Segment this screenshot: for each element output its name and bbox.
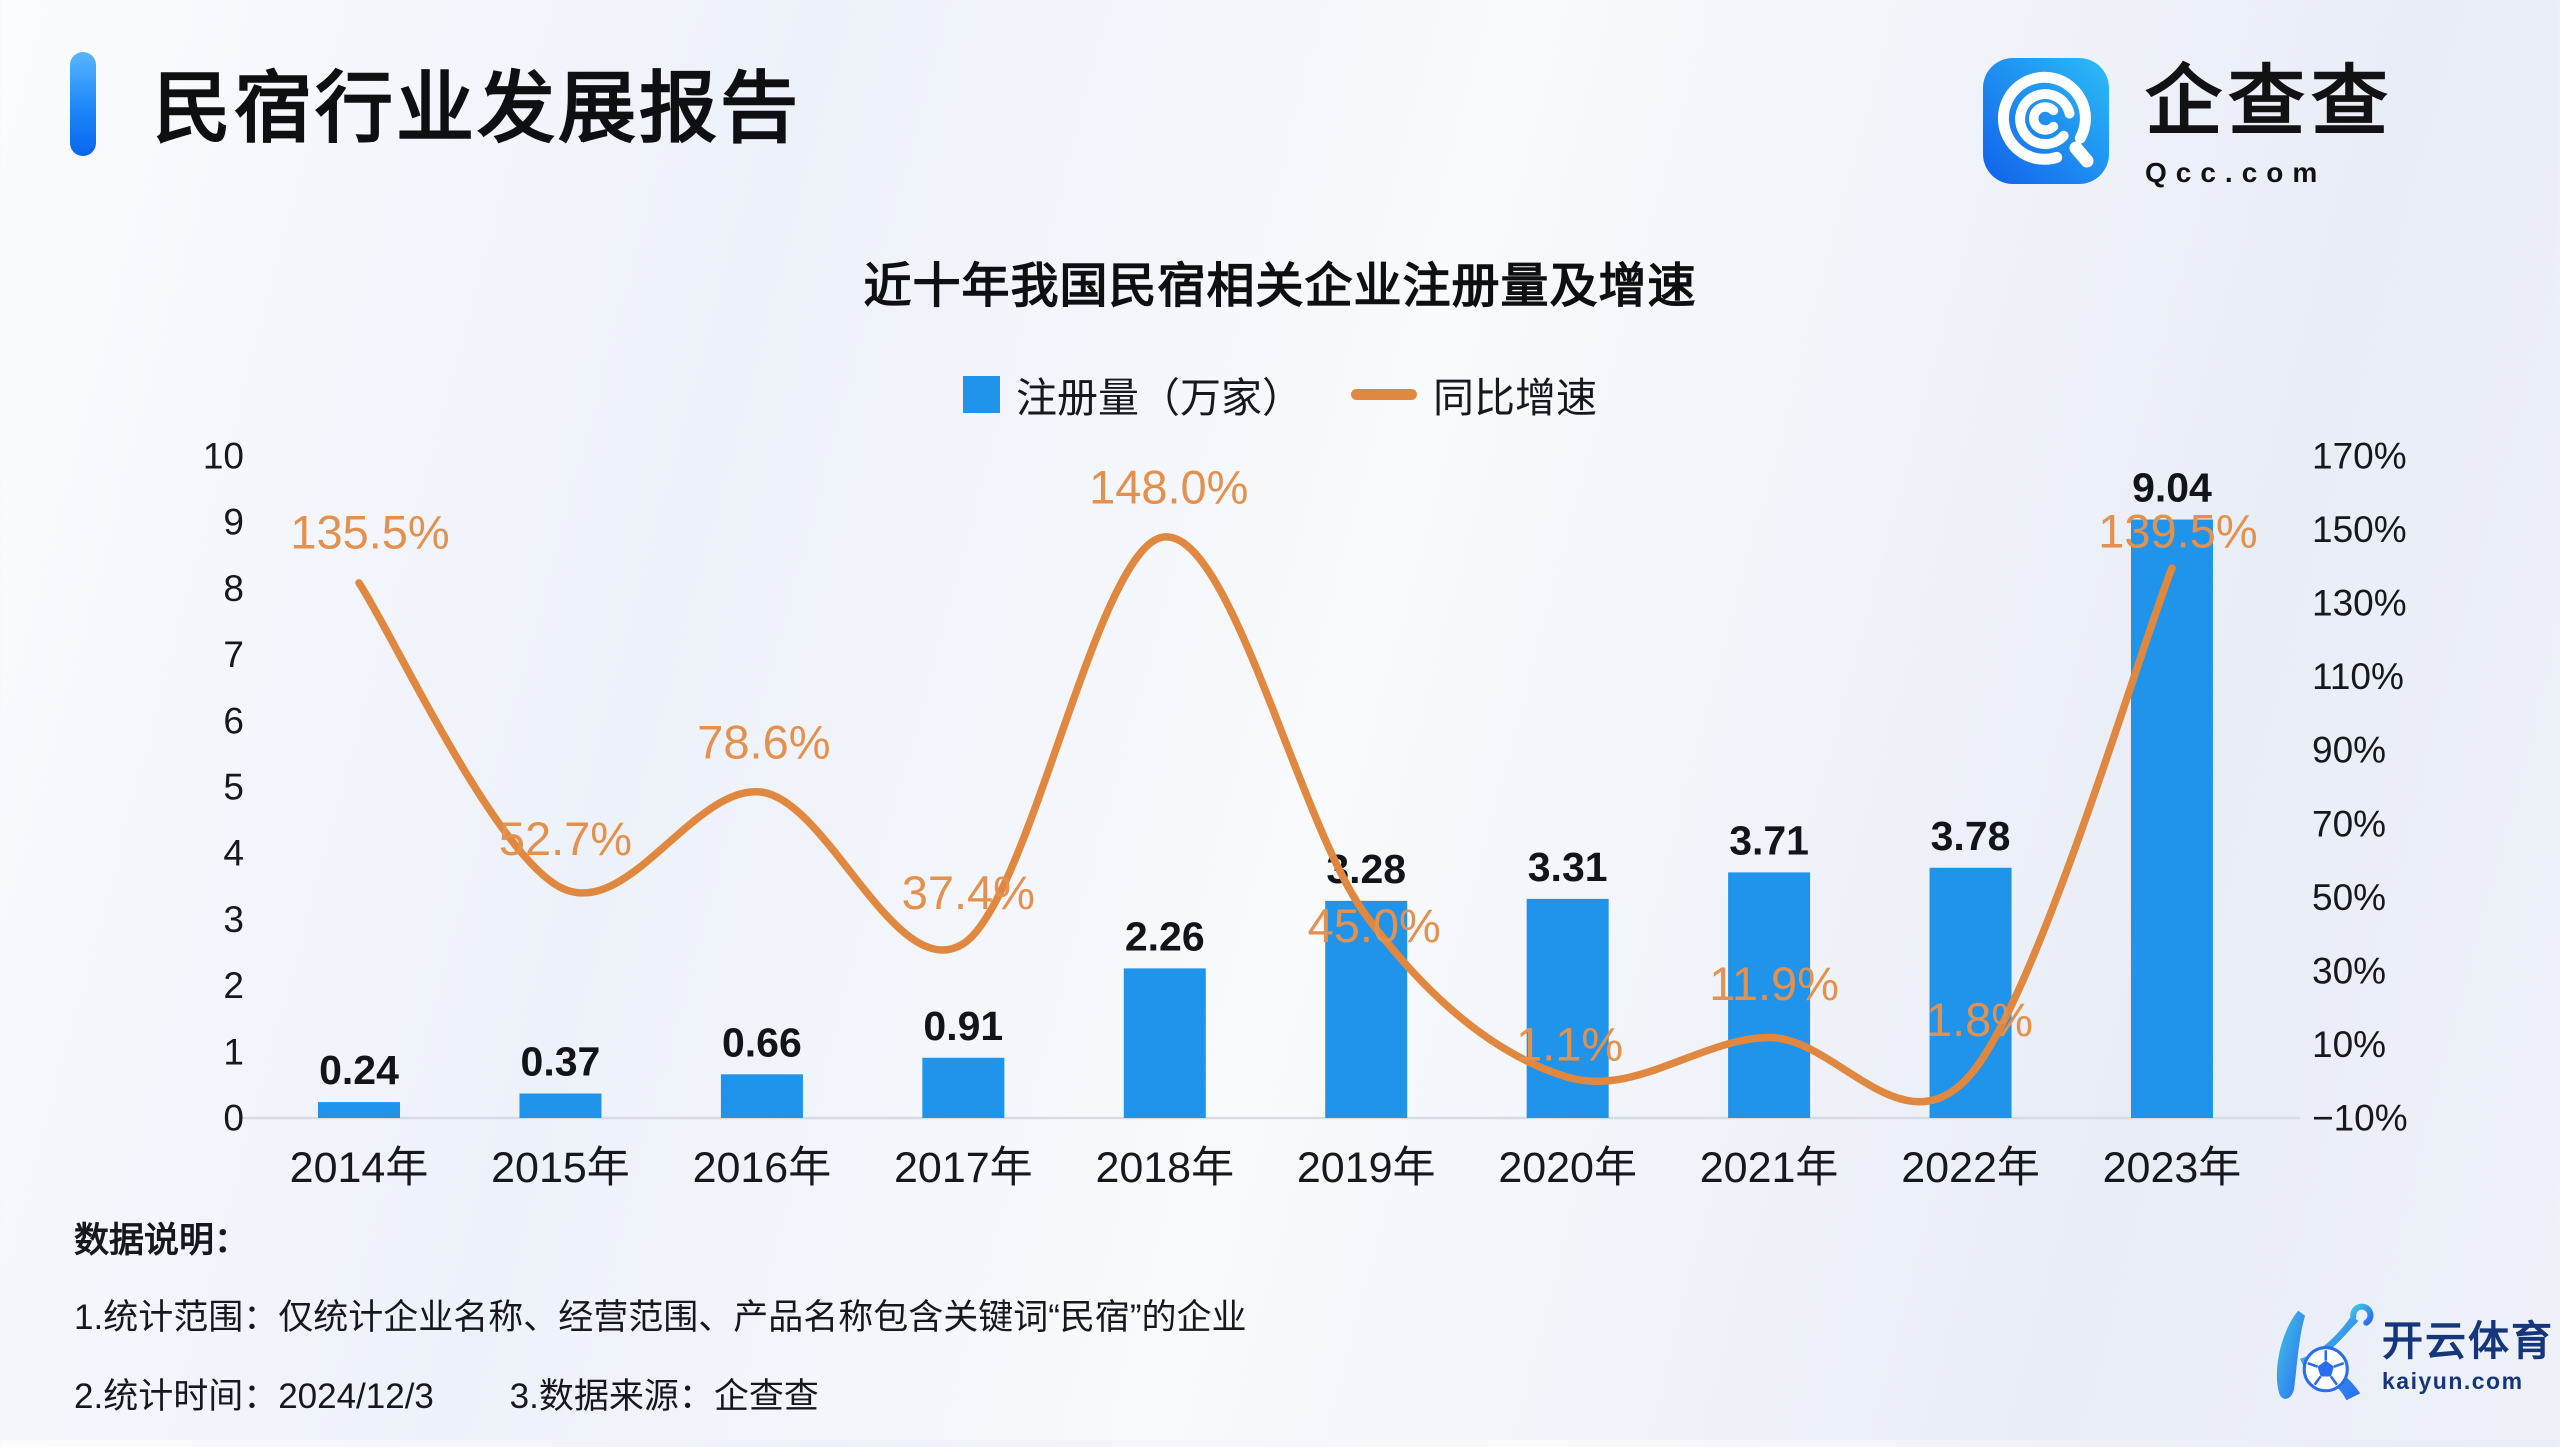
notes-time: 2.统计时间：2024/12/3 — [74, 1377, 434, 1416]
bar — [1123, 968, 1206, 1118]
line-value-label: 52.7% — [499, 812, 632, 865]
bar-value-label: 3.31 — [1528, 844, 1608, 890]
x-axis-label: 2016年 — [693, 1144, 832, 1192]
right-axis-tick: 150% — [2312, 509, 2407, 550]
line-series-swatch — [1351, 388, 1417, 400]
notes-scope: 1.统计范围：仅统计企业名称、经营范围、产品名称包含关键词“民宿”的企业 — [74, 1298, 1247, 1337]
right-axis-tick: 170% — [2312, 436, 2407, 477]
x-axis-label: 2019年 — [1297, 1144, 1436, 1192]
bar — [519, 1093, 602, 1118]
line-value-label: 1.8% — [1926, 993, 2033, 1046]
title-accent-bar — [70, 52, 96, 156]
bar-value-label: 2.26 — [1125, 913, 1205, 959]
right-axis-tick: 10% — [2312, 1024, 2386, 1065]
left-axis-tick: 10 — [203, 436, 244, 477]
bar-value-label: 9.04 — [2132, 465, 2212, 511]
qcc-logo-icon — [1983, 58, 2109, 184]
x-axis-label: 2015年 — [491, 1144, 630, 1192]
left-axis-tick: 6 — [223, 700, 244, 741]
line-series-label: 同比增速 — [1433, 375, 1597, 421]
bar-value-label: 3.78 — [1931, 813, 2011, 859]
line-value-label: 45.0% — [1308, 899, 1441, 952]
bar-value-label: 0.91 — [923, 1003, 1003, 1049]
bar — [720, 1074, 803, 1118]
brand-domain: Qcc.com — [2145, 157, 2327, 188]
x-axis-label: 2017年 — [894, 1144, 1033, 1192]
right-axis-tick: 70% — [2312, 803, 2386, 844]
right-axis-tick: 130% — [2312, 583, 2407, 624]
right-axis-tick: −10% — [2312, 1098, 2408, 1139]
qcc-brand: 企查查 Qcc.com — [1981, 56, 2394, 189]
bar — [1526, 898, 1609, 1118]
notes-source: 3.数据来源：企查查 — [509, 1377, 819, 1416]
line-value-label: 78.6% — [697, 716, 830, 769]
kaiyun-watermark: 开云体育 kaiyun.com — [2262, 1302, 2554, 1414]
line-value-label: 148.0% — [1089, 460, 1248, 513]
bar — [922, 1057, 1005, 1118]
x-axis-label: 2022年 — [1901, 1144, 2040, 1192]
brand-name: 企查查 — [2145, 59, 2394, 145]
x-axis-label: 2018年 — [1095, 1144, 1234, 1192]
right-axis-tick: 90% — [2312, 730, 2386, 771]
x-axis-label: 2021年 — [1700, 1144, 1839, 1192]
chart-title: 近十年我国民宿相关企业注册量及增速 — [863, 260, 1697, 313]
right-axis-tick: 30% — [2312, 950, 2386, 991]
line-value-label: 1.1% — [1516, 1018, 1623, 1071]
left-axis-tick: 0 — [223, 1098, 244, 1139]
left-axis-tick: 2 — [223, 965, 244, 1006]
notes-heading: 数据说明： — [74, 1221, 250, 1260]
right-axis-tick: 110% — [2312, 656, 2404, 697]
left-axis-tick: 4 — [223, 833, 244, 874]
left-axis-tick: 7 — [223, 634, 244, 675]
chart-legend: 注册量（万家） 同比增速 — [0, 364, 2560, 424]
bar-value-label: 0.66 — [722, 1019, 802, 1065]
bar-value-label: 0.37 — [521, 1039, 601, 1085]
line-value-label: 37.4% — [902, 866, 1035, 919]
line-value-label: 135.5% — [290, 505, 449, 558]
bar — [2130, 519, 2213, 1118]
x-axis-label: 2020年 — [1498, 1144, 1637, 1192]
right-axis-tick: 50% — [2312, 877, 2386, 918]
left-axis-tick: 3 — [223, 899, 244, 940]
data-notes: 数据说明： 1.统计范围：仅统计企业名称、经营范围、产品名称包含关键词“民宿”的… — [74, 1212, 1247, 1447]
bar-value-label: 0.24 — [319, 1047, 399, 1093]
line-value-label: 11.9% — [1709, 957, 1839, 1010]
left-axis-tick: 9 — [223, 502, 244, 543]
watermark-domain: kaiyun.com — [2382, 1368, 2524, 1394]
x-axis-label: 2014年 — [290, 1144, 429, 1192]
bar-series-swatch — [963, 375, 1000, 413]
bar-value-label: 3.71 — [1729, 817, 1809, 863]
page-title: 民宿行业发展报告 — [153, 64, 802, 152]
bar — [318, 1102, 401, 1118]
bar — [1728, 872, 1811, 1118]
kaiyun-logo-icon — [2276, 1303, 2374, 1401]
left-axis-tick: 1 — [223, 1031, 244, 1072]
line-value-label: 139.5% — [2098, 505, 2257, 558]
bar-series-label: 注册量（万家） — [1016, 375, 1303, 421]
watermark-name: 开云体育 — [2382, 1318, 2554, 1364]
x-axis-label: 2023年 — [2103, 1144, 2242, 1192]
left-axis-tick: 5 — [223, 767, 244, 808]
bar — [1325, 900, 1408, 1118]
left-axis-tick: 8 — [223, 568, 244, 609]
growth-line — [355, 533, 2176, 1106]
